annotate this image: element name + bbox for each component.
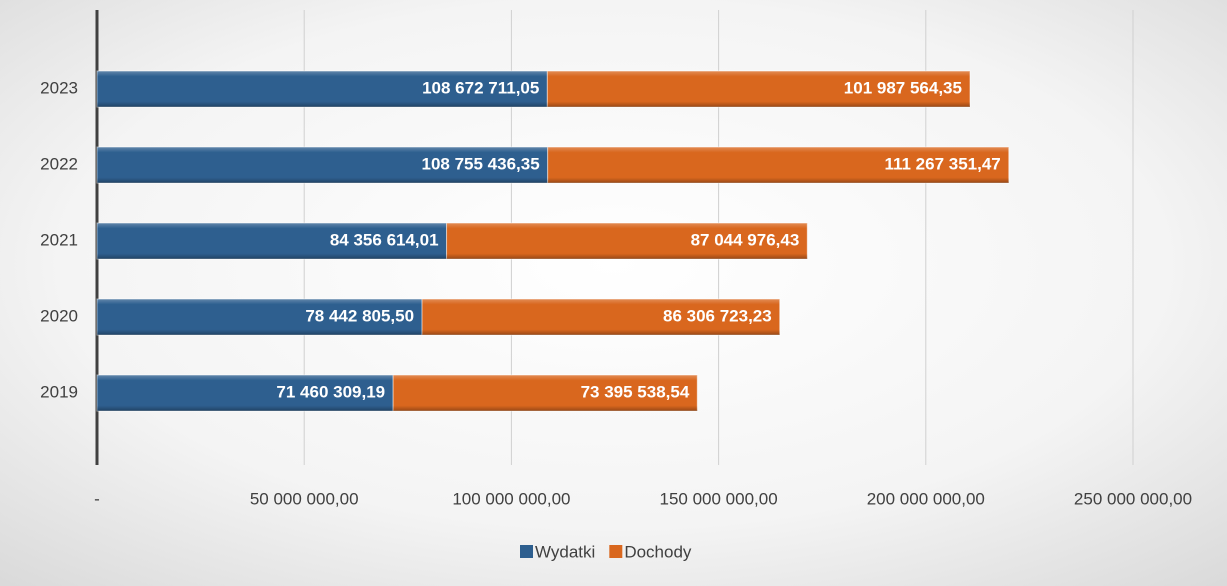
bar-shade (97, 375, 394, 411)
value-label: 87 044 976,43 (691, 230, 800, 249)
y-tick-label: 2020 (40, 306, 78, 325)
value-label: 73 395 538,54 (581, 382, 690, 401)
value-label: 84 356 614,01 (330, 230, 439, 249)
value-label: 101 987 564,35 (844, 78, 962, 97)
value-label: 78 442 805,50 (305, 306, 414, 325)
x-tick-label: 50 000 000,00 (250, 489, 359, 508)
y-tick-label: 2022 (40, 154, 78, 173)
value-label: 108 672 711,05 (422, 78, 539, 97)
legend-swatch (520, 545, 533, 558)
bar-shade (446, 223, 808, 259)
bar-shade (422, 299, 780, 335)
bar-shade (97, 223, 447, 259)
y-tick-label: 2021 (40, 230, 78, 249)
x-tick-label: - (94, 489, 100, 508)
bar-shade (97, 147, 548, 183)
legend-swatch (609, 545, 623, 558)
x-tick-label: 150 000 000,00 (660, 489, 778, 508)
value-label: 86 306 723,23 (663, 306, 772, 325)
value-label: 71 460 309,19 (276, 382, 385, 401)
x-tick-label: 250 000 000,00 (1074, 489, 1192, 508)
bar-shade (547, 71, 970, 107)
value-label: 111 267 351,47 (884, 154, 1000, 173)
value-label: 108 755 436,35 (422, 154, 540, 173)
y-tick-label: 2023 (40, 78, 78, 97)
x-tick-label: 200 000 000,00 (867, 489, 985, 508)
bar-shade (97, 299, 423, 335)
legend-label: Wydatki (535, 542, 595, 561)
bar-shade (393, 375, 698, 411)
x-tick-label: 100 000 000,00 (452, 489, 570, 508)
bar-shade (97, 71, 548, 107)
y-tick-label: 2019 (40, 382, 78, 401)
bar-shade (547, 147, 1009, 183)
legend-label: Dochody (624, 542, 692, 561)
